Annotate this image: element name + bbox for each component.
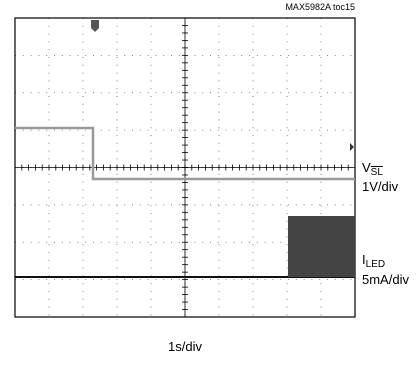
level-marker — [350, 143, 354, 151]
trigger-marker — [91, 20, 99, 32]
channel-1-label: VSL — [362, 160, 383, 178]
vsl-trace — [15, 126, 355, 181]
figure-id: MAX5982A toc15 — [285, 2, 355, 12]
grid — [14, 17, 356, 318]
channel-1-scale: 1V/div — [362, 179, 399, 194]
iled-pulse-block — [288, 216, 355, 277]
screen-border — [14, 17, 356, 318]
time-scale: 1s/div — [168, 339, 202, 354]
channel-2-scale: 5mA/div — [362, 272, 409, 287]
channel-2-label: ILED — [362, 252, 385, 270]
